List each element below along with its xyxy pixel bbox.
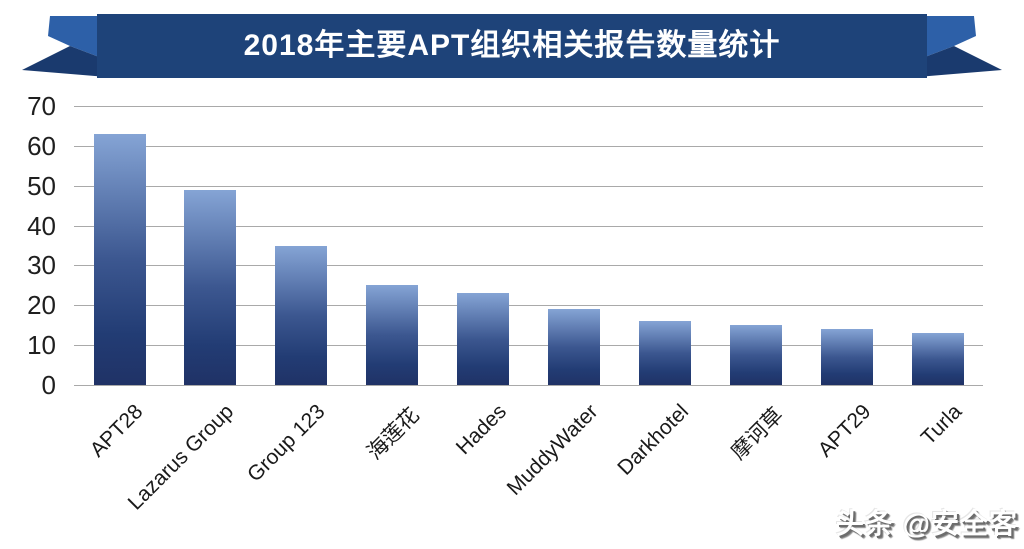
- ribbon-left-tail: [48, 16, 107, 60]
- gridline: [74, 225, 983, 227]
- y-axis-tick-label: 70: [27, 91, 56, 121]
- x-axis-label: 海莲花: [363, 403, 425, 465]
- gridline: [74, 185, 983, 187]
- x-axis-label: 摩诃草: [726, 403, 788, 465]
- y-axis-tick-label: 10: [27, 330, 56, 361]
- gridline: [74, 106, 983, 107]
- ribbon-graphic: [22, 14, 1002, 78]
- ribbon-right-tail: [917, 16, 976, 60]
- bar-MuddyWater: [548, 309, 600, 385]
- y-axis-tick-label: 0: [41, 370, 56, 400]
- y-axis-tick-label: 50: [27, 170, 56, 201]
- gridline: [74, 265, 983, 267]
- ribbon-right-fold: [917, 46, 1002, 77]
- x-axis-label: Darkhotel: [613, 400, 694, 480]
- x-axis-label: Group 123: [243, 400, 330, 487]
- x-axis-label: Turla: [916, 400, 966, 450]
- bar-Hades: [457, 293, 510, 385]
- x-axis-label: Hades: [452, 400, 512, 460]
- gridline: [74, 345, 983, 347]
- x-axis-label: APT29: [813, 400, 875, 462]
- ribbon-left-fold: [22, 46, 107, 77]
- y-axis-tick-label: 60: [27, 130, 56, 161]
- y-axis-tick-label: 30: [27, 250, 56, 281]
- bar-Lazarus Group: [184, 189, 237, 385]
- gridline: [74, 385, 983, 386]
- bar-Turla: [911, 333, 964, 385]
- gridline: [74, 145, 983, 147]
- x-axis-label: APT28: [86, 400, 148, 462]
- bar-摩诃草: [729, 325, 782, 385]
- bar-Group 123: [275, 245, 328, 385]
- bar-APT29: [820, 329, 873, 385]
- y-axis-tick-label: 40: [27, 210, 56, 241]
- ribbon-band: [97, 14, 927, 78]
- watermark-text: 头条 @安全客: [835, 508, 1018, 539]
- gridline: [74, 305, 983, 307]
- bar-Darkhotel: [638, 321, 691, 385]
- bar-APT28: [93, 133, 146, 385]
- x-axis-label: MuddyWater: [502, 400, 603, 500]
- chart-title: 2018年主要APT组织相关报告数量统计: [243, 29, 781, 62]
- bar-海莲花: [366, 285, 419, 385]
- title-banner: 2018年主要APT组织相关报告数量统计: [0, 0, 1024, 92]
- y-axis-tick-label: 20: [27, 290, 56, 321]
